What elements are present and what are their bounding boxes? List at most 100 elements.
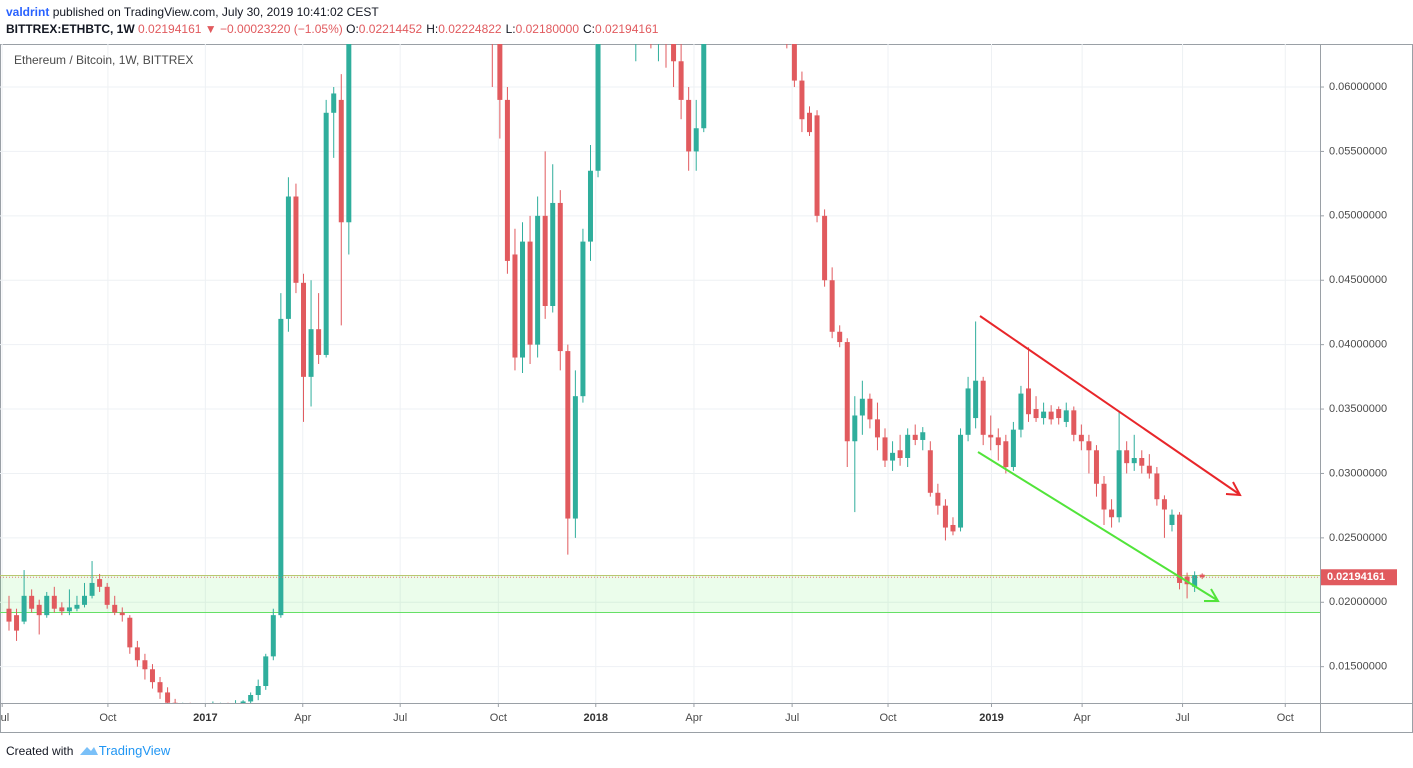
x-tick-label: Jul	[1176, 712, 1190, 724]
candle-body	[308, 329, 314, 377]
candle-body	[587, 170, 593, 242]
candle-body	[218, 705, 223, 706]
y-tick-label: 0.05000000	[1329, 210, 1387, 222]
support-arrow	[977, 451, 1218, 601]
logo	[79, 747, 98, 755]
candle-body	[1018, 393, 1024, 430]
last-price-box	[1321, 569, 1397, 586]
brand[interactable]: TradingView	[98, 743, 171, 758]
candle-body	[1169, 514, 1175, 525]
chart-title: Ethereum / Bitcoin, 1W, BITTREX	[14, 53, 193, 67]
ohlc-value: 0.02194161	[595, 22, 659, 36]
candle-body	[950, 524, 956, 532]
candle-body	[633, 0, 638, 10]
candle-body	[316, 329, 322, 355]
candle-body	[1154, 473, 1160, 500]
x-tick-label: Oct	[490, 712, 507, 724]
y-tick-label: 0.05500000	[1329, 145, 1387, 157]
candle-body	[263, 656, 269, 686]
x-tick-label: Jul	[393, 712, 407, 724]
candle-body	[346, 44, 352, 223]
x-tick-label: 2018	[584, 712, 608, 724]
candle-body	[248, 695, 254, 702]
candle-body	[29, 595, 35, 609]
candle-body	[497, 44, 503, 100]
candle-body	[1048, 411, 1054, 420]
x-tick-label: Jul	[785, 712, 799, 724]
candle-body	[59, 607, 65, 612]
candle-body	[572, 396, 578, 519]
resistance-arrow-head	[1225, 481, 1242, 497]
y-tick-label: 0.06000000	[1329, 81, 1387, 93]
candle-body	[520, 241, 526, 358]
candle-body	[709, 0, 714, 10]
candle-body	[225, 705, 230, 709]
candle-body	[1146, 465, 1152, 474]
candle-body	[648, 0, 653, 23]
ohlc-key: H:	[426, 22, 439, 36]
candle-body	[180, 705, 185, 708]
chart: Ethereum / Bitcoin, 1W, BITTREX 0.015000…	[0, 0, 1413, 733]
candle-body	[490, 0, 495, 35]
candle-body	[678, 61, 684, 100]
candle-body	[1192, 575, 1198, 587]
candle-body	[278, 318, 284, 616]
candle-body	[942, 505, 948, 528]
candle-body	[965, 388, 971, 435]
publish-info: published on TradingView.com, July 30, 2…	[52, 5, 379, 19]
candle-body	[1116, 450, 1122, 518]
candle-body	[210, 707, 215, 711]
candle-body	[74, 604, 80, 609]
candle-body	[285, 196, 291, 319]
candle-body	[1010, 429, 1016, 468]
candle-body	[21, 595, 27, 622]
footer: Created with TradingView	[6, 743, 170, 758]
candle-body	[973, 380, 979, 419]
candle-body	[806, 112, 812, 133]
candle-body	[693, 128, 699, 152]
ohlc-value: 0.02224822	[438, 22, 502, 36]
candle-body	[36, 604, 42, 616]
candle-body	[829, 280, 835, 332]
resistance-arrow	[979, 315, 1240, 495]
candle-body	[995, 437, 1001, 446]
change: −0.00023220 (−1.05%)	[220, 22, 343, 36]
trend-arrows	[977, 315, 1242, 602]
candle-body	[338, 99, 344, 223]
candle-body	[44, 595, 50, 616]
ohlc: O:0.02214452 H:0.02224822 L:0.02180000 C:0.…	[346, 22, 662, 36]
candle-body	[1177, 514, 1183, 583]
author[interactable]: valdrint	[6, 5, 50, 19]
candle-body	[301, 282, 307, 377]
candle-body	[905, 434, 911, 459]
x-tick-label: Apr	[1074, 712, 1091, 724]
candle-body	[1025, 388, 1031, 415]
candle-body	[1033, 409, 1039, 419]
ohlc-key: C:	[583, 22, 596, 36]
x-tick-label: Oct	[879, 712, 896, 724]
candle-body	[814, 115, 820, 216]
candle-body	[897, 450, 903, 459]
candle-body	[890, 452, 896, 461]
publish-line: valdrint published on TradingView.com, J…	[6, 5, 379, 19]
ohlc-key: O:	[346, 22, 359, 36]
candle-body	[844, 342, 850, 442]
candle-body	[1199, 574, 1205, 578]
y-tick-label: 0.03000000	[1329, 467, 1387, 479]
candle-body	[165, 692, 171, 703]
candle-body	[935, 492, 941, 506]
last-price: 0.02194161	[138, 22, 202, 36]
candle-body	[97, 579, 103, 587]
candle-body	[142, 660, 148, 670]
candle-body	[14, 615, 20, 631]
y-tick-label: 0.02000000	[1329, 596, 1387, 608]
candle-body	[920, 432, 926, 440]
candle-body	[671, 44, 677, 62]
x-tick-label: Oct	[99, 712, 116, 724]
candle-body	[172, 702, 178, 703]
candle-body	[550, 202, 556, 307]
candle-body	[535, 215, 541, 345]
candle-body	[1093, 450, 1099, 484]
frame	[0, 44, 1413, 733]
